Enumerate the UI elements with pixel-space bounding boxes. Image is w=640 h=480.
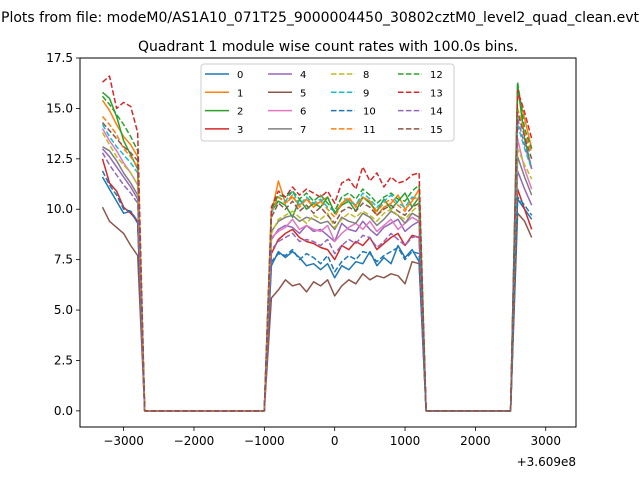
x-tick-label: 1000 <box>390 434 421 448</box>
legend-label-0: 0 <box>237 70 243 81</box>
legend-label-5: 5 <box>300 88 306 99</box>
legend-label-1: 1 <box>237 88 243 99</box>
figure-suptitle: Plots from file: modeM0/AS1A10_071T25_90… <box>1 10 639 26</box>
series-line-3 <box>101 158 533 412</box>
plot-frame <box>79 57 577 428</box>
x-tick-label: −2000 <box>174 434 215 448</box>
legend-label-14: 14 <box>430 107 443 118</box>
y-tick-label: 7.5 <box>54 253 73 267</box>
series-line-15 <box>101 111 533 412</box>
legend-label-9: 9 <box>363 88 369 99</box>
legend-label-10: 10 <box>363 107 376 118</box>
series-line-9 <box>101 123 533 412</box>
x-tick-label: −1000 <box>244 434 285 448</box>
x-tick-label: −3000 <box>103 434 144 448</box>
legend-label-13: 13 <box>430 88 443 99</box>
y-tick-label: 10.0 <box>46 202 73 216</box>
legend-label-7: 7 <box>300 125 306 136</box>
legend-label-15: 15 <box>430 125 443 136</box>
y-axis-ticks: 0.0 2.5 5.0 7.5 10.0 12.5 15.0 17.5 <box>46 51 80 418</box>
series-line-11 <box>101 107 533 412</box>
legend-label-12: 12 <box>430 70 443 81</box>
legend-label-8: 8 <box>363 70 369 81</box>
x-tick-label: 0 <box>331 434 339 448</box>
legend-label-6: 6 <box>300 107 306 118</box>
x-tick-label: 3000 <box>530 434 561 448</box>
y-tick-label: 5.0 <box>54 303 73 317</box>
series-line-14 <box>101 117 533 412</box>
series-layer <box>101 75 533 412</box>
series-line-0 <box>101 176 533 412</box>
series-line-6 <box>101 128 533 412</box>
legend-label-4: 4 <box>300 70 306 81</box>
x-axis-ticks: −3000 −2000 −1000 0 1000 2000 3000 <box>103 427 561 448</box>
x-offset-label: +3.609e8 <box>517 455 576 469</box>
legend-label-11: 11 <box>363 125 376 136</box>
series-line-10 <box>101 170 533 412</box>
legend-box <box>200 63 455 142</box>
axes-title: Quadrant 1 module wise count rates with … <box>138 39 518 55</box>
series-line-12 <box>101 81 533 412</box>
y-tick-label: 12.5 <box>46 152 73 166</box>
y-tick-label: 17.5 <box>46 51 73 65</box>
series-line-7 <box>102 146 533 412</box>
legend-label-3: 3 <box>237 125 243 136</box>
y-tick-label: 0.0 <box>54 404 73 418</box>
x-tick-label: 2000 <box>460 434 491 448</box>
series-line-8 <box>101 132 533 412</box>
series-line-4 <box>101 148 533 412</box>
legend-label-2: 2 <box>237 107 243 118</box>
y-tick-label: 2.5 <box>54 353 73 367</box>
y-tick-label: 15.0 <box>46 101 73 115</box>
series-line-5 <box>101 206 533 412</box>
